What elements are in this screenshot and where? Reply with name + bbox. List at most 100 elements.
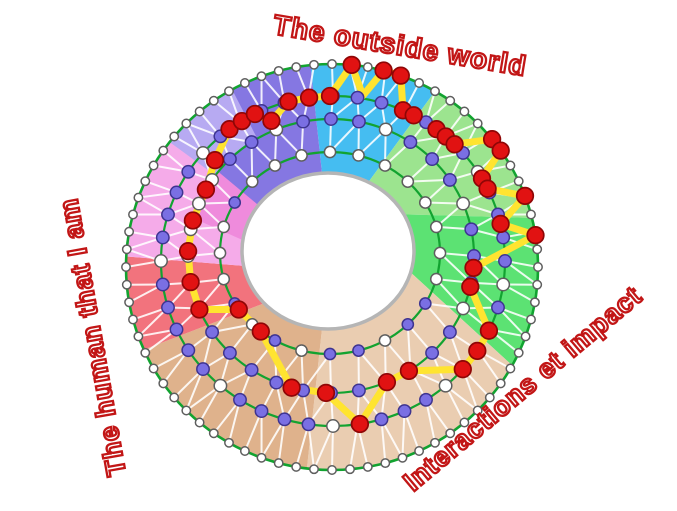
purple-node[interactable] [397,404,412,419]
white-node[interactable] [532,279,543,290]
white-node[interactable] [213,246,227,260]
white-node[interactable] [380,458,391,469]
white-node[interactable] [291,62,302,73]
white-node[interactable] [213,378,228,393]
red-node[interactable] [190,300,209,319]
red-node[interactable] [404,106,423,125]
white-node[interactable] [124,297,135,308]
white-node[interactable] [256,71,267,82]
white-node[interactable] [217,220,231,234]
white-node[interactable] [239,446,250,456]
white-node[interactable] [128,209,138,220]
white-node[interactable] [397,452,408,463]
purple-node[interactable] [181,164,196,179]
purple-node[interactable] [403,135,418,150]
purple-node[interactable] [374,412,389,427]
white-node[interactable] [529,297,540,308]
purple-node[interactable] [498,254,512,268]
red-node[interactable] [468,341,487,361]
white-node[interactable] [496,277,511,292]
purple-node[interactable] [254,404,269,419]
white-node[interactable] [445,95,456,106]
white-node[interactable] [217,272,231,286]
red-node[interactable] [299,88,319,107]
white-node[interactable] [418,196,432,209]
purple-node[interactable] [352,344,365,357]
white-node[interactable] [378,159,392,172]
white-node[interactable] [224,437,234,448]
red-node[interactable] [282,378,301,397]
white-node[interactable] [526,314,536,325]
purple-node[interactable] [233,392,247,407]
red-node[interactable] [342,55,361,75]
purple-node[interactable] [155,277,170,292]
purple-node[interactable] [269,375,284,390]
red-node[interactable] [279,92,298,111]
white-node[interactable] [362,461,373,472]
white-node[interactable] [194,106,205,117]
white-node[interactable] [291,461,302,472]
purple-node[interactable] [222,152,237,167]
white-node[interactable] [526,209,536,220]
red-node[interactable] [178,242,198,261]
white-node[interactable] [208,95,219,106]
purple-node[interactable] [155,230,170,245]
white-node[interactable] [378,122,393,137]
white-node[interactable] [401,175,415,188]
white-node[interactable] [181,118,192,129]
white-node[interactable] [140,347,151,358]
white-node[interactable] [495,378,506,389]
purple-node[interactable] [205,325,220,340]
white-node[interactable] [148,363,159,374]
red-node[interactable] [491,141,510,160]
white-node[interactable] [513,347,524,358]
white-node[interactable] [256,452,267,463]
red-node[interactable] [478,179,497,198]
purple-node[interactable] [442,325,457,340]
red-node[interactable] [320,86,340,106]
white-node[interactable] [295,344,308,357]
red-node[interactable] [464,258,483,278]
red-node[interactable] [205,151,225,170]
white-node[interactable] [414,78,425,88]
purple-node[interactable] [425,152,440,167]
white-node[interactable] [169,392,180,403]
white-node[interactable] [268,159,282,172]
red-node[interactable] [316,383,336,403]
white-node[interactable] [169,131,180,142]
white-node[interactable] [133,331,144,342]
purple-node[interactable] [401,318,415,331]
white-node[interactable] [513,176,524,187]
purple-node[interactable] [324,112,338,126]
white-node[interactable] [273,65,284,76]
white-node[interactable] [309,59,319,70]
red-node[interactable] [515,186,535,206]
white-node[interactable] [158,378,169,389]
purple-node[interactable] [169,322,184,337]
purple-node[interactable] [374,95,389,110]
purple-node[interactable] [169,185,184,200]
red-node[interactable] [262,111,281,130]
purple-node[interactable] [244,135,259,150]
red-node[interactable] [399,361,419,381]
red-node[interactable] [181,272,200,292]
white-node[interactable] [326,419,340,433]
red-node[interactable] [377,372,397,392]
purple-node[interactable] [301,417,316,432]
white-node[interactable] [148,160,159,171]
red-node[interactable] [479,321,499,340]
red-node[interactable] [526,226,545,245]
red-node[interactable] [251,322,270,341]
red-node[interactable] [491,214,510,234]
red-node[interactable] [183,211,203,230]
red-node[interactable] [196,180,216,199]
purple-node[interactable] [161,300,175,315]
white-node[interactable] [472,118,483,129]
purple-node[interactable] [464,222,479,237]
white-node[interactable] [505,363,516,374]
purple-node[interactable] [228,196,242,209]
red-node[interactable] [453,360,472,379]
white-node[interactable] [345,464,355,475]
white-node[interactable] [459,106,470,117]
white-node[interactable] [429,272,443,286]
